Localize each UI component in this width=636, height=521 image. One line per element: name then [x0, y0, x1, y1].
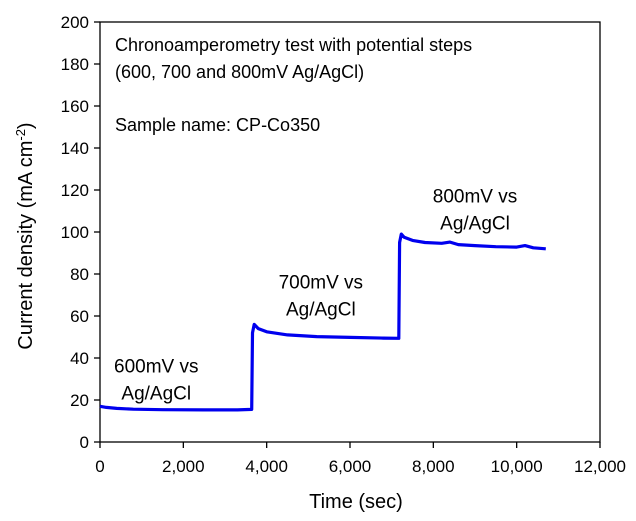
y-tick-label: 80: [70, 265, 89, 284]
x-tick-label: 8,000: [412, 457, 455, 476]
chart-title-line-2: (600, 700 and 800mV Ag/AgCl): [115, 62, 364, 82]
y-tick-label: 200: [61, 13, 89, 32]
y-tick-label: 140: [61, 139, 89, 158]
y-tick-label: 0: [80, 433, 89, 452]
sample-name-label: Sample name: CP-Co350: [115, 115, 320, 135]
x-tick-label: 0: [95, 457, 104, 476]
y-tick-label: 60: [70, 307, 89, 326]
step-annotation-label: 700mV vs: [279, 273, 363, 294]
y-axis-label-main: Current density (mA cm: [15, 141, 37, 350]
chart-title-line-1: Chronoamperometry test with potential st…: [115, 35, 472, 55]
step-annotation-label: Ag/AgCl: [121, 384, 191, 405]
x-tick-label: 6,000: [329, 457, 372, 476]
y-tick-label: 120: [61, 181, 89, 200]
step-annotation-label: 600mV vs: [114, 357, 198, 378]
current-density-line: [99, 232, 546, 412]
y-tick-label: 100: [61, 223, 89, 242]
step-annotation-label: 800mV vs: [433, 187, 517, 208]
y-tick-label: 40: [70, 349, 89, 368]
x-axis-label: Time (sec): [309, 491, 403, 513]
y-axis-label-end: ): [15, 122, 37, 129]
y-tick-label: 160: [61, 97, 89, 116]
plot-area-border: [99, 21, 601, 443]
y-axis-label-sup: -2: [13, 129, 28, 141]
step-annotation-label: Ag/AgCl: [440, 214, 510, 235]
x-tick-label: 12,000: [574, 457, 626, 476]
step-annotation-label: Ag/AgCl: [286, 300, 356, 321]
y-tick-label: 180: [61, 55, 89, 74]
x-tick-label: 2,000: [162, 457, 205, 476]
y-axis-label: Current density (mA cm-2): [13, 122, 38, 349]
y-tick-label: 20: [70, 391, 89, 410]
x-tick-label: 10,000: [491, 457, 543, 476]
x-tick-label: 4,000: [245, 457, 288, 476]
